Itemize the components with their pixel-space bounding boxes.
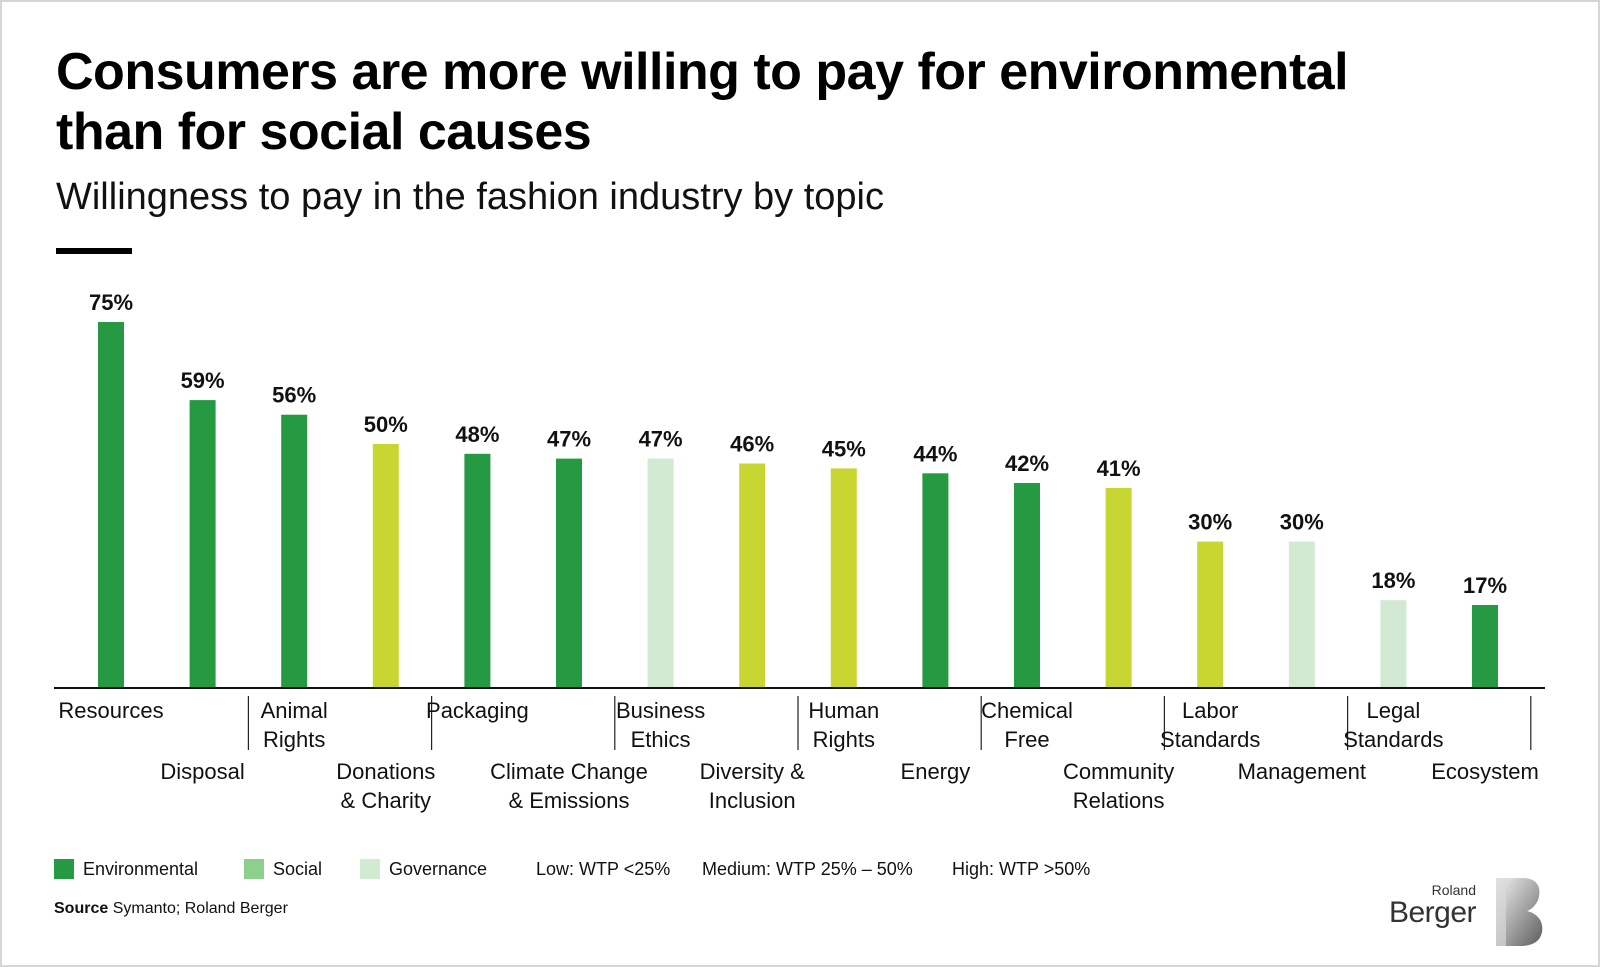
legend-label-governance: Governance (389, 859, 488, 879)
value-label-15: 17% (1463, 573, 1507, 598)
value-label-2: 56% (272, 383, 316, 408)
accent-rule (56, 248, 132, 254)
legend-label-social: Social (273, 859, 323, 879)
legend-note-low: Low: WTP <25% (536, 859, 671, 879)
value-label-13: 30% (1280, 510, 1324, 535)
value-label-6: 47% (639, 427, 683, 452)
category-label-10: Chemical Free (981, 698, 1073, 752)
legend-label-environmental: Environmental (83, 859, 199, 879)
category-label-3: Donations & Charity (336, 759, 435, 813)
category-label-11: Community Relations (1063, 759, 1174, 813)
legend-note-medium: Medium: WTP 25% – 50% (702, 859, 913, 879)
bar-5 (556, 458, 582, 688)
value-label-5: 47% (547, 427, 591, 452)
value-label-9: 44% (913, 441, 957, 466)
value-label-7: 46% (730, 432, 774, 457)
category-label-13: Management (1238, 759, 1366, 784)
legend-item-social: Social (244, 858, 322, 880)
bar-8 (830, 468, 857, 688)
category-label-6: Business Ethics (616, 698, 705, 752)
bar-9 (922, 473, 949, 688)
source-label: Source (54, 900, 109, 917)
value-label-4: 48% (455, 422, 499, 447)
category-label-0: Resources (58, 698, 163, 723)
legend-swatch-governance (360, 859, 380, 879)
bar-14 (1380, 600, 1407, 688)
bar-10 (1014, 483, 1040, 688)
legend-item-environmental: Environmental (54, 858, 198, 880)
category-label-8: Human Rights (808, 698, 879, 752)
bar-15 (1472, 605, 1498, 688)
bar-12 (1197, 541, 1224, 688)
value-label-3: 50% (364, 412, 408, 437)
logo-text-berger: Berger (1388, 896, 1477, 929)
value-label-1: 59% (181, 368, 225, 393)
category-label-7: Diversity & Inclusion (700, 759, 805, 813)
bar-1 (189, 400, 216, 688)
category-label-14: Legal Standards (1343, 698, 1443, 752)
category-label-5: Climate Change & Emissions (490, 759, 648, 813)
value-label-8: 45% (822, 436, 866, 461)
value-label-12: 30% (1188, 510, 1232, 535)
legend-item-governance: Governance (360, 858, 487, 880)
logo-b-mark-icon (1496, 878, 1543, 946)
value-label-0: 75% (89, 290, 133, 315)
bar-7 (739, 463, 766, 688)
source-note: Source Symanto; Roland Berger (54, 900, 288, 918)
logo-text-roland: Roland (1431, 882, 1476, 898)
bar-13 (1288, 541, 1315, 688)
value-label-14: 18% (1371, 568, 1415, 593)
value-label-10: 42% (1005, 451, 1049, 476)
value-label-11: 41% (1097, 456, 1141, 481)
bar-4 (464, 453, 491, 688)
category-label-15: Ecosystem (1431, 759, 1539, 784)
source-text: Symanto; Roland Berger (112, 900, 288, 917)
bar-3 (372, 444, 399, 688)
legend-swatch-social (244, 859, 264, 879)
chart-title: Consumers are more willing to pay for en… (56, 43, 1349, 161)
bar-0 (98, 322, 124, 688)
legend-swatch-environmental (54, 859, 74, 879)
category-label-12: Labor Standards (1160, 698, 1260, 752)
category-label-2: Animal Rights (261, 698, 328, 752)
bar-6 (647, 458, 674, 688)
roland-berger-logo: Roland Berger (1389, 876, 1546, 948)
bar-2 (281, 414, 308, 688)
category-label-9: Energy (901, 759, 971, 784)
chart-subtitle: Willingness to pay in the fashion indust… (56, 176, 884, 218)
category-label-1: Disposal (160, 759, 244, 784)
legend-note-high: High: WTP >50% (952, 859, 1091, 879)
bar-11 (1105, 487, 1132, 688)
category-label-4: Packaging (426, 698, 529, 723)
